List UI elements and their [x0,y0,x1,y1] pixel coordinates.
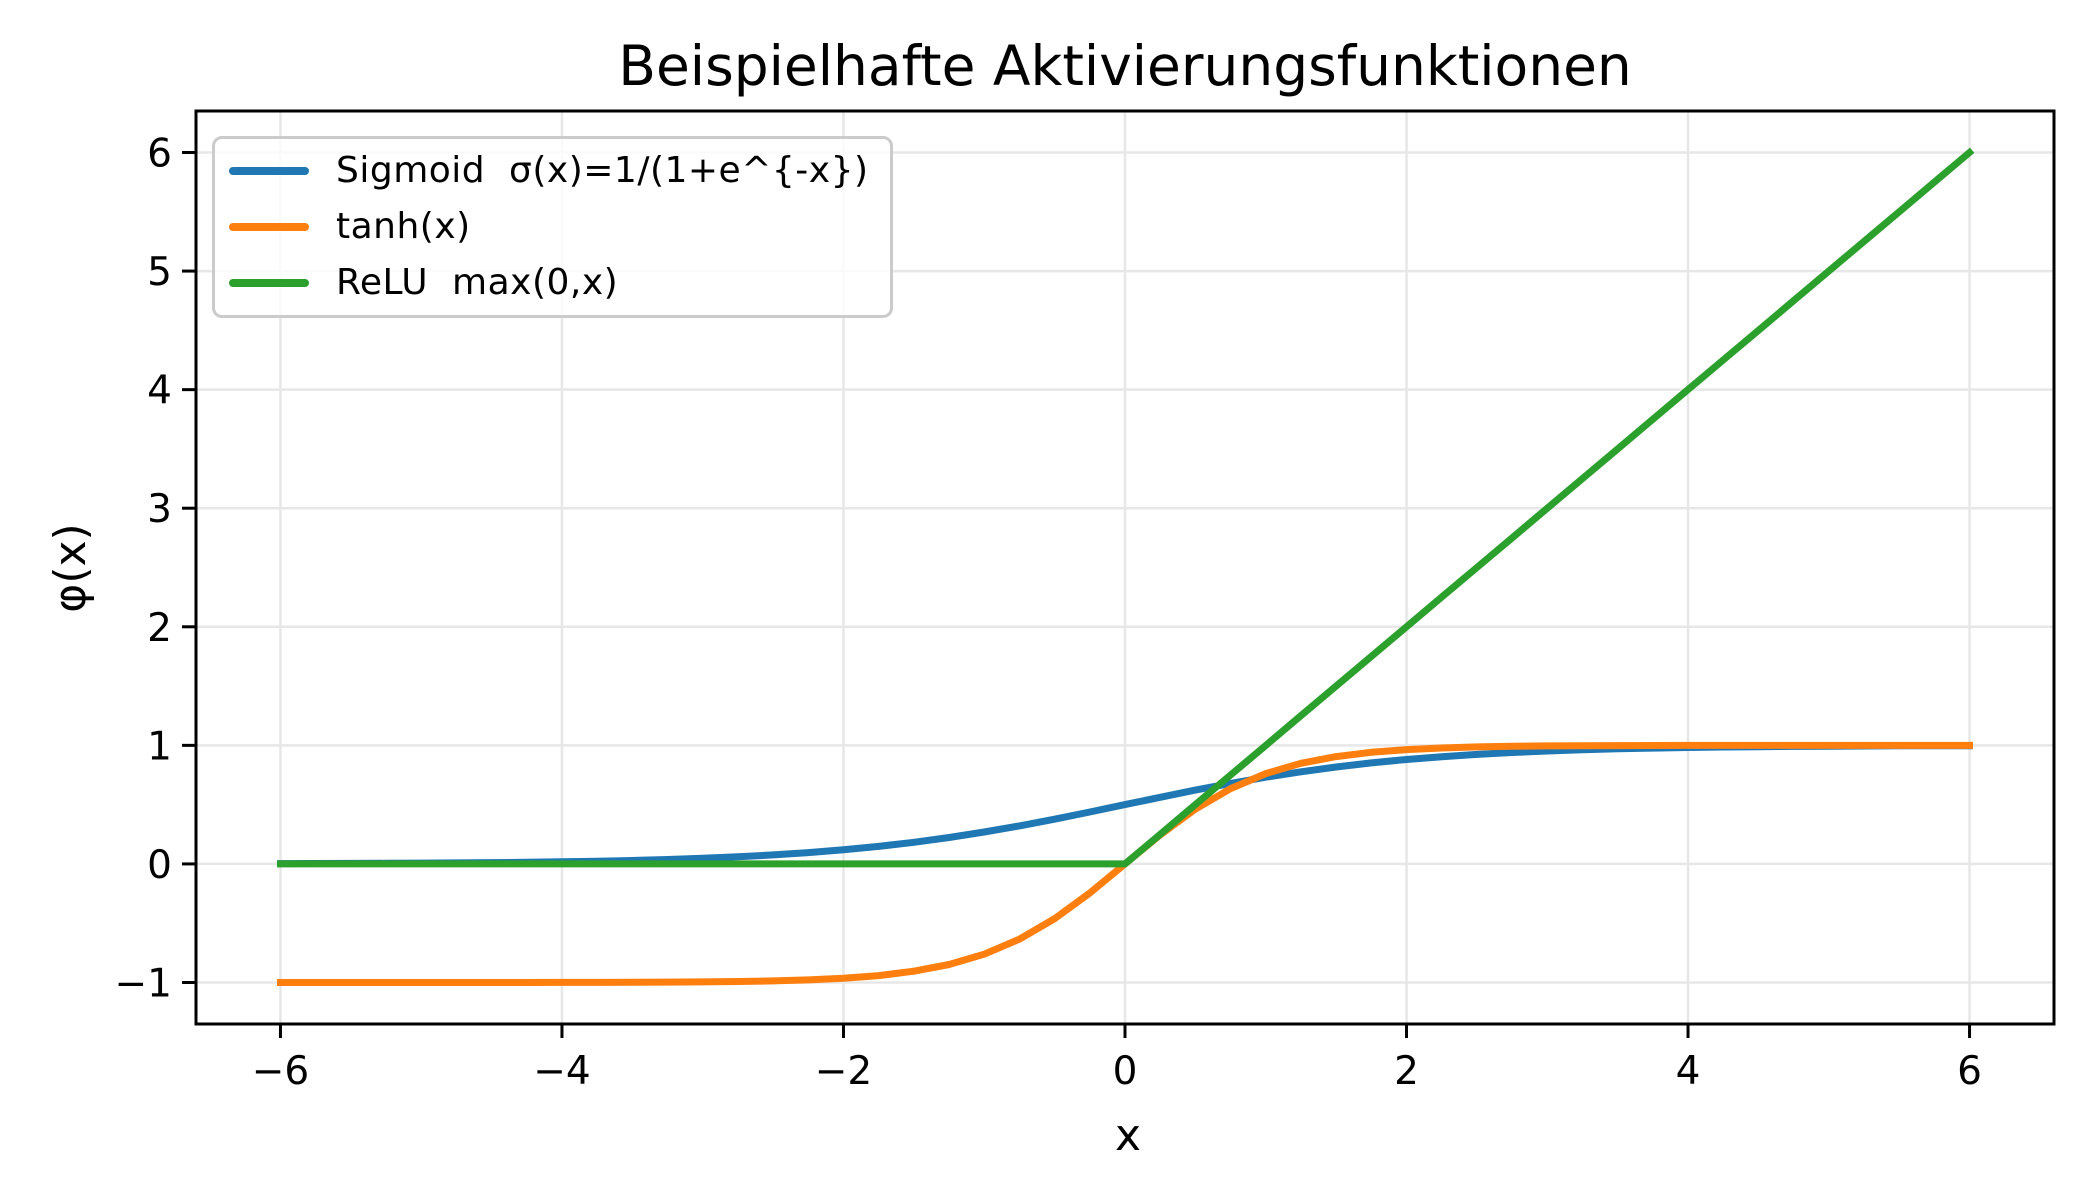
sigmoid-line-swatch [229,167,309,175]
x-tick-label: −6 [252,1049,310,1094]
x-axis-label: x [1115,1110,1141,1161]
legend-item-sigmoid: Sigmoid σ(x)=1/(1+e^{-x}) [229,143,876,199]
y-tick-label: 5 [147,250,172,295]
tanh-line-swatch [229,223,309,231]
series-layer [276,147,1975,986]
y-tick-label: 0 [147,843,172,888]
x-tick-label: 0 [1113,1049,1138,1094]
chart-title: Beispielhafte Aktivierungsfunktionen [618,34,1632,98]
legend-item-relu: ReLU max(0,x) [229,255,876,311]
x-tick-label: 2 [1394,1049,1419,1094]
x-tick-label: 4 [1676,1049,1701,1094]
legend-label-relu: ReLU max(0,x) [336,262,619,303]
x-tick-label: 6 [1957,1049,1982,1094]
y-tick-label: −1 [115,962,173,1007]
y-tick-label: 3 [147,487,172,532]
x-tick-label: −4 [533,1049,591,1094]
series-line-relu [277,147,1975,868]
y-tick-label: 6 [147,132,172,177]
y-tick-label: 4 [147,369,172,414]
legend-label-sigmoid: Sigmoid σ(x)=1/(1+e^{-x}) [336,150,869,191]
y-tick-label: 1 [147,724,172,769]
y-axis-label: φ(x) [45,523,96,612]
y-tick-label: 2 [147,606,172,651]
relu-line-swatch [229,279,309,287]
legend-label-tanh: tanh(x) [336,206,471,247]
legend: Sigmoid σ(x)=1/(1+e^{-x}) tanh(x) ReLU m… [212,136,893,318]
x-tick-label: −2 [815,1049,873,1094]
tick-layer: −6 −4 −2 0 2 4 6 −1 0 1 2 3 4 5 6 [115,132,1982,1095]
legend-item-tanh: tanh(x) [229,199,876,255]
